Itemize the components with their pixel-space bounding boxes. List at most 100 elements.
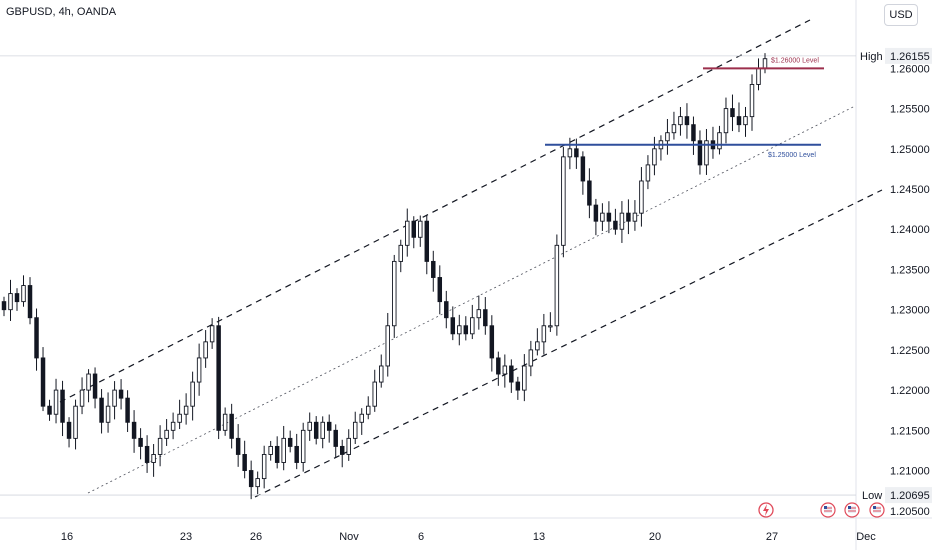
candle-down <box>66 421 72 439</box>
candle-down <box>235 437 241 455</box>
candle-down <box>587 180 592 206</box>
flag-field <box>873 506 881 513</box>
candle-up <box>470 317 475 335</box>
candle-up <box>86 373 91 391</box>
candle-up <box>678 116 683 126</box>
candle-down <box>92 373 98 399</box>
y-tick-label: 1.26000 <box>890 63 930 75</box>
y-tick-label: 1.24500 <box>890 184 930 196</box>
candle-up <box>567 148 573 158</box>
high-tag-bg <box>858 47 882 64</box>
y-tick-label: 1.21500 <box>890 425 930 437</box>
candle-down <box>313 421 319 439</box>
candle-down <box>626 212 631 222</box>
y-tick-label: 1.21000 <box>890 466 930 478</box>
candle-up <box>743 116 748 126</box>
x-tick-label: Nov <box>339 531 359 543</box>
candle-up <box>379 365 384 383</box>
candle-up <box>268 445 273 455</box>
candle-up <box>704 140 709 166</box>
y-tick-label: 1.24000 <box>890 224 930 236</box>
candle-up <box>255 478 260 488</box>
candle-down <box>489 325 495 359</box>
candle-down <box>326 421 332 431</box>
candle-up <box>105 405 111 423</box>
candle-up <box>8 293 13 311</box>
candle-down <box>697 140 703 166</box>
candle-up <box>366 405 371 415</box>
candle-up <box>645 164 651 182</box>
candle-up <box>548 325 553 328</box>
candle-up <box>476 309 482 319</box>
candle-down <box>691 124 696 142</box>
candle-down <box>229 413 234 439</box>
candle-down <box>450 317 456 335</box>
level-126-label: $1.26000 Level <box>771 57 819 64</box>
low-tag-bg <box>858 487 882 504</box>
candle-down <box>99 397 104 423</box>
high-tag-label: High <box>860 51 883 63</box>
low-value-bg <box>885 487 932 504</box>
candle-up <box>359 413 364 423</box>
candle-up <box>352 421 358 439</box>
candle-down <box>574 148 579 158</box>
candle-up <box>196 357 202 383</box>
candle-up <box>528 349 534 367</box>
candle-down <box>27 285 33 319</box>
lightning-bolt <box>763 504 769 516</box>
candle-up <box>203 341 208 359</box>
candle-up <box>281 437 286 463</box>
candle-up <box>600 212 605 222</box>
candle-up <box>346 437 351 455</box>
candle-down <box>444 301 449 319</box>
candle-up <box>372 381 377 407</box>
channel-upper-line <box>59 19 811 403</box>
candle-up <box>183 405 189 415</box>
high-value-bg <box>885 47 932 64</box>
candle-down <box>515 381 521 391</box>
candle-down <box>60 389 65 423</box>
candle-up <box>561 156 566 246</box>
currency-button[interactable]: USD <box>884 4 918 26</box>
flag-canton <box>848 506 851 509</box>
candle-up <box>261 454 267 480</box>
candle-up <box>170 421 176 431</box>
candle-down <box>47 405 52 415</box>
candle-up <box>749 84 755 118</box>
candle-down <box>34 317 39 359</box>
high-value-label: 1.26155 <box>890 51 930 63</box>
candle-down <box>40 357 46 407</box>
candle-down <box>333 429 338 447</box>
candle-up <box>209 325 215 343</box>
candle-down <box>1 301 7 311</box>
x-tick-label: Dec <box>856 531 876 543</box>
candle-up <box>717 132 722 150</box>
candle-up <box>671 124 677 134</box>
candle-down <box>730 108 735 118</box>
candle-down <box>125 397 130 423</box>
candle-up <box>762 58 768 69</box>
x-tick-label: 20 <box>649 531 661 543</box>
symbol-title: GBPUSD, 4h, OANDA <box>6 6 117 18</box>
candle-up <box>522 365 527 391</box>
x-tick-label: 13 <box>533 531 545 543</box>
y-tick-label: 1.22500 <box>890 345 930 357</box>
x-tick-label: 16 <box>61 531 73 543</box>
candle-up <box>151 454 156 463</box>
candle-up <box>157 437 163 455</box>
candle-down <box>144 445 150 463</box>
candle-up <box>541 325 547 343</box>
candle-down <box>424 220 430 262</box>
candle-up <box>385 325 390 367</box>
candle-up <box>665 132 670 142</box>
candle-up <box>112 389 117 407</box>
candle-down <box>580 156 586 182</box>
candle-up <box>177 413 182 423</box>
candle-up <box>652 148 657 166</box>
candle-down <box>14 293 20 303</box>
flag-field <box>824 506 832 513</box>
candle-up <box>320 421 325 439</box>
low-value-label: 1.20695 <box>890 490 930 502</box>
candle-down <box>613 220 618 230</box>
